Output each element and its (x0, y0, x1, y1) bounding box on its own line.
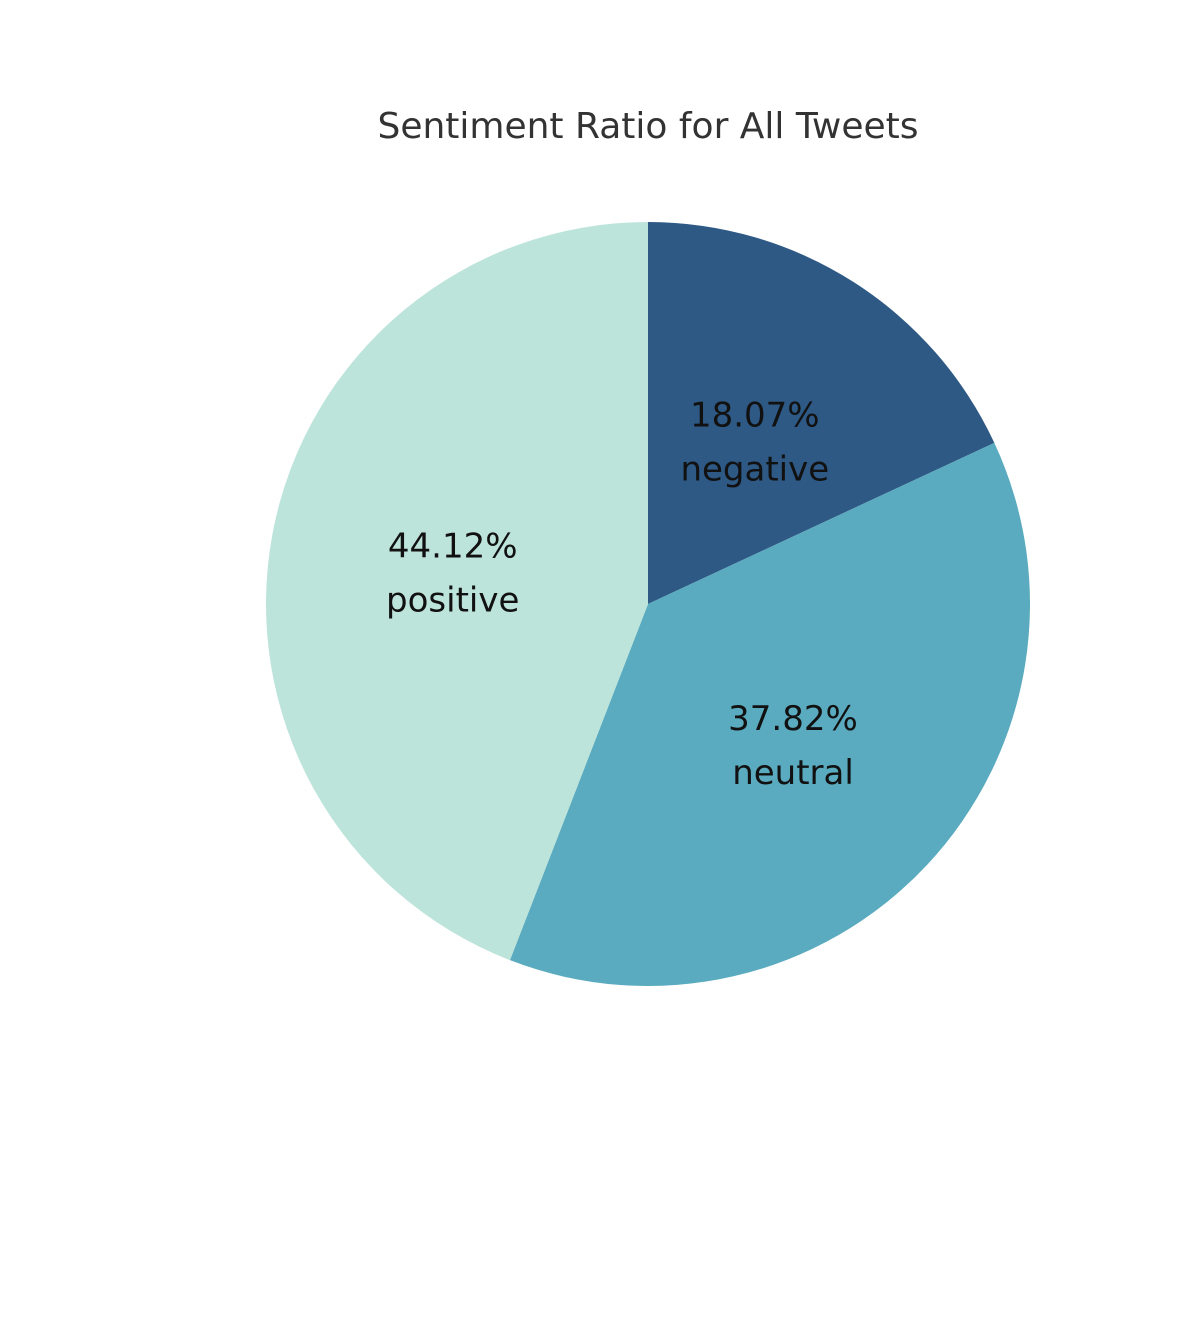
slice-category-label-neutral: neutral (732, 753, 854, 793)
slice-percent-label-negative: 18.07% (690, 396, 820, 436)
slice-percent-label-positive: 44.12% (388, 526, 518, 566)
slice-category-label-positive: positive (386, 580, 519, 620)
slice-percent-label-neutral: 37.82% (728, 699, 858, 739)
chart-title: Sentiment Ratio for All Tweets (377, 106, 919, 147)
slice-category-label-negative: negative (680, 450, 829, 490)
pie-slice-positive (266, 221, 648, 961)
pie-slice-neutral (509, 442, 1031, 986)
pie-slice-negative (648, 222, 995, 604)
